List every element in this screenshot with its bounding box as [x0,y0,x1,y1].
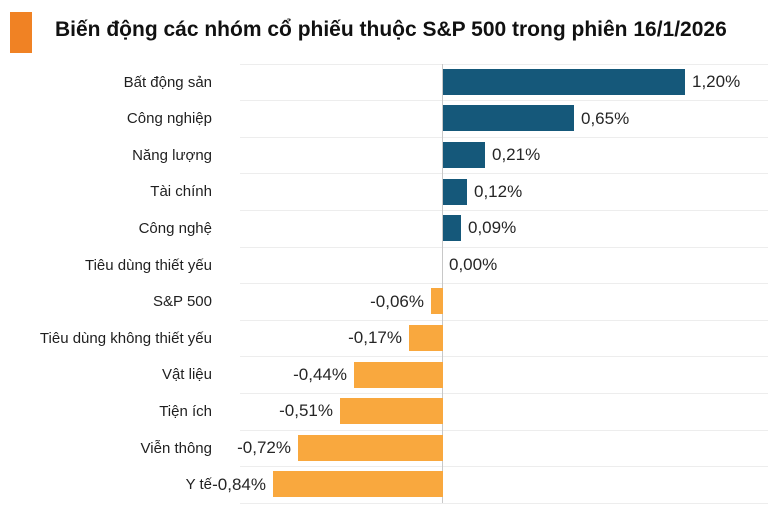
row-gridline [240,246,768,248]
value-label: -0,06% [370,291,424,311]
category-label: Tiêu dùng thiết yếu [84,256,212,274]
bar-negative [273,471,443,498]
zero-axis-line [442,63,443,503]
row-gridline [240,502,768,504]
category-label: S&P 500 [153,293,212,311]
category-label: Y tế [185,476,212,494]
row-gridline [240,283,768,285]
value-label: 1,20% [692,72,741,91]
category-label: Công nghệ [138,219,212,237]
bar-negative [298,434,443,461]
value-label: -0,51% [279,401,333,421]
row-gridline [240,356,768,358]
category-label: Tiêu dùng không thiết yếu [39,329,212,347]
value-label: 0,65% [581,108,630,128]
category-label: Tài chính [150,183,212,201]
value-label: 0,00% [449,255,498,274]
bar-negative [354,361,443,388]
category-label: Công nghiệp [126,110,212,128]
row-gridline [240,319,768,321]
bar-negative [431,288,443,315]
bar-positive [443,178,467,205]
title-accent-square [10,12,32,53]
row-gridline [240,173,768,175]
category-label: Bất động sản [123,73,212,91]
category-label: Năng lượng [132,146,212,164]
row-gridline [240,209,768,211]
row-gridline [240,136,768,138]
bar-positive [443,142,485,168]
value-label: 0,09% [468,218,517,238]
value-label: -0,84% [212,474,266,494]
value-label: 0,21% [492,145,541,165]
bar-negative [340,398,443,425]
row-gridline [240,63,768,65]
category-label: Tiện ích [159,402,212,420]
bar-positive [443,105,574,132]
category-label: Vật liệu [161,366,212,384]
bar-positive [443,68,685,95]
bar-negative [409,325,443,351]
row-gridline [240,392,768,394]
category-label: Viễn thông [140,439,212,457]
value-label: -0,17% [348,328,402,348]
row-gridline [240,429,768,431]
row-gridline [240,100,768,102]
value-label: -0,72% [237,438,291,457]
value-label: 0,12% [474,181,523,201]
bar-positive [443,215,461,242]
chart-title: Biến động các nhóm cổ phiếu thuộc S&P 50… [55,18,727,41]
value-label: -0,44% [293,364,347,384]
row-gridline [240,466,768,468]
